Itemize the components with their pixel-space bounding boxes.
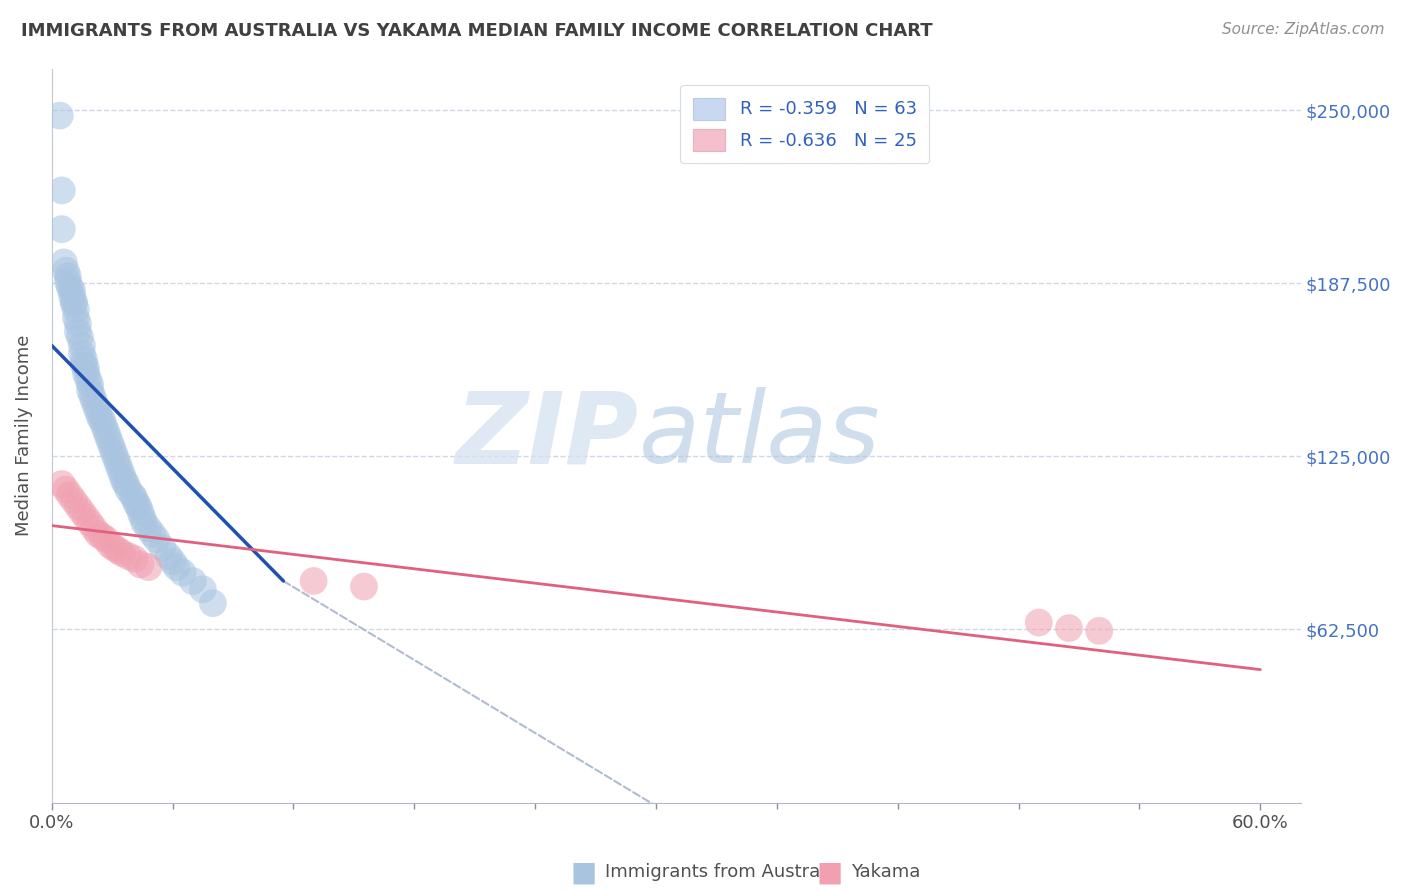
Point — [51, 183, 73, 197]
Point — [83, 521, 105, 535]
Point — [125, 496, 148, 510]
Point — [65, 302, 87, 317]
Point — [84, 400, 107, 414]
Point — [121, 488, 143, 502]
Point — [115, 477, 138, 491]
Point — [73, 352, 96, 367]
Point — [65, 310, 87, 325]
Point — [59, 280, 82, 294]
Point — [70, 347, 93, 361]
Point — [79, 516, 101, 530]
Point — [103, 541, 125, 555]
Point — [49, 109, 72, 123]
Point — [89, 410, 111, 425]
Point — [124, 491, 146, 505]
Point — [138, 560, 160, 574]
Point — [59, 488, 82, 502]
Point — [55, 264, 77, 278]
Point — [73, 358, 96, 372]
Point — [129, 558, 152, 572]
Point — [91, 413, 114, 427]
Legend: R = -0.359   N = 63, R = -0.636   N = 25: R = -0.359 N = 63, R = -0.636 N = 25 — [681, 85, 929, 163]
Point — [103, 446, 125, 460]
Point — [157, 549, 180, 563]
Point — [66, 499, 89, 513]
Point — [129, 505, 152, 519]
Point — [66, 317, 89, 331]
Point — [63, 294, 86, 309]
Point — [107, 543, 129, 558]
Point — [353, 580, 375, 594]
Text: IMMIGRANTS FROM AUSTRALIA VS YAKAMA MEDIAN FAMILY INCOME CORRELATION CHART: IMMIGRANTS FROM AUSTRALIA VS YAKAMA MEDI… — [21, 22, 932, 40]
Point — [52, 255, 75, 269]
Point — [124, 551, 146, 566]
Point — [91, 530, 114, 544]
Text: Yakama: Yakama — [851, 863, 920, 881]
Point — [75, 366, 97, 380]
Point — [127, 499, 149, 513]
Point — [111, 546, 134, 560]
Point — [94, 533, 117, 547]
Point — [145, 533, 167, 547]
Point — [302, 574, 325, 588]
Point — [87, 527, 110, 541]
Point — [105, 452, 128, 467]
Point — [70, 338, 93, 352]
Point — [93, 418, 115, 433]
Point — [55, 483, 77, 497]
Point — [112, 475, 135, 489]
Point — [79, 377, 101, 392]
Point — [98, 435, 121, 450]
Point — [1028, 615, 1050, 630]
Point — [131, 510, 153, 524]
Point — [75, 510, 97, 524]
Text: ■: ■ — [817, 858, 842, 887]
Point — [56, 269, 79, 284]
Point — [191, 582, 214, 597]
Text: Source: ZipAtlas.com: Source: ZipAtlas.com — [1222, 22, 1385, 37]
Point — [97, 430, 120, 444]
Point — [162, 555, 184, 569]
Point — [87, 405, 110, 419]
Text: atlas: atlas — [638, 387, 880, 484]
Point — [166, 560, 188, 574]
Point — [70, 505, 93, 519]
Point — [1057, 621, 1080, 635]
Point — [134, 516, 156, 530]
Point — [63, 493, 86, 508]
Point — [110, 463, 132, 477]
Point — [152, 541, 174, 555]
Text: ZIP: ZIP — [456, 387, 638, 484]
Point — [138, 521, 160, 535]
Text: Immigrants from Australia: Immigrants from Australia — [605, 863, 841, 881]
Point — [107, 458, 129, 472]
Point — [117, 483, 139, 497]
Point — [101, 441, 124, 455]
Point — [111, 468, 134, 483]
Point — [63, 297, 86, 311]
Point — [69, 330, 91, 344]
Y-axis label: Median Family Income: Median Family Income — [15, 334, 32, 536]
Point — [77, 372, 100, 386]
Point — [75, 360, 97, 375]
Point — [172, 566, 194, 580]
Point — [79, 383, 101, 397]
Point — [56, 275, 79, 289]
Point — [1088, 624, 1111, 638]
Point — [60, 283, 83, 297]
Point — [51, 477, 73, 491]
Point — [94, 425, 117, 439]
Point — [117, 549, 139, 563]
Text: ■: ■ — [571, 858, 596, 887]
Point — [80, 388, 103, 402]
Point — [141, 527, 163, 541]
Point — [181, 574, 204, 588]
Point — [201, 596, 224, 610]
Point — [83, 393, 105, 408]
Point — [66, 325, 89, 339]
Point — [60, 288, 83, 302]
Point — [98, 538, 121, 552]
Point — [51, 222, 73, 236]
